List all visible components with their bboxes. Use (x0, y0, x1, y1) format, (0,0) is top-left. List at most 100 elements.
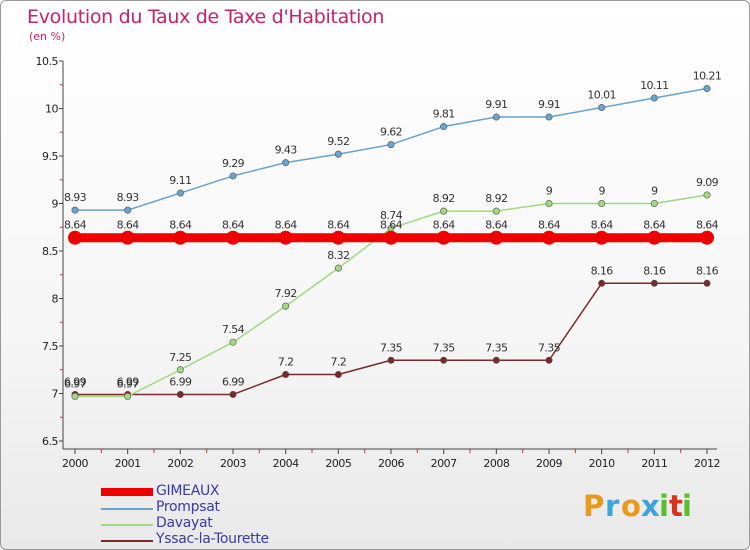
legend-label: Davayat (156, 515, 213, 531)
data-point (334, 150, 342, 158)
logo-letter: P (583, 489, 605, 523)
data-label: 6.99 (169, 375, 192, 388)
data-point (387, 141, 395, 149)
data-label: 8.74 (380, 209, 403, 222)
data-point (226, 230, 240, 245)
x-tick-label: 2001 (115, 457, 141, 470)
data-point (545, 113, 553, 121)
data-label: 8.64 (433, 219, 456, 232)
data-label: 6.97 (64, 377, 87, 390)
data-point (176, 189, 184, 197)
x-tick-label: 2000 (62, 457, 88, 470)
data-point (650, 279, 658, 287)
data-label: 7.35 (433, 341, 456, 354)
data-label: 8.92 (433, 192, 455, 205)
data-point (598, 279, 606, 287)
data-label: 8.64 (117, 219, 140, 232)
x-tick-label: 2010 (589, 457, 615, 470)
data-label: 8.93 (64, 191, 87, 204)
data-label: 7.54 (222, 323, 245, 336)
data-point (440, 207, 448, 215)
data-point (440, 356, 448, 364)
series-davayat (71, 191, 711, 400)
data-point (68, 230, 82, 245)
data-label: 8.64 (643, 219, 666, 232)
data-label: 9.52 (327, 135, 349, 148)
series-prompsat (71, 85, 711, 214)
x-tick-label: 2009 (536, 457, 562, 470)
legend-swatch (101, 540, 153, 542)
data-label: 8.64 (275, 219, 298, 232)
data-label: 8.16 (643, 264, 666, 277)
data-point (703, 191, 711, 199)
chart-title: Evolution du Taux de Taxe d'Habitation (27, 6, 385, 28)
y-tick-label: 9 (52, 198, 59, 211)
data-label: 8.32 (327, 249, 349, 262)
data-point (594, 230, 609, 245)
data-point (545, 200, 553, 208)
data-label: 6.99 (117, 375, 140, 388)
series-line (75, 87, 708, 211)
y-tick-label: 6.5 (42, 435, 58, 448)
data-point (492, 207, 500, 215)
y-tick-label: 7.5 (42, 340, 58, 353)
data-point (229, 390, 237, 398)
logo-letter: t (669, 489, 683, 523)
data-label: 9.43 (275, 144, 298, 157)
data-point (492, 113, 500, 121)
data-point (387, 356, 395, 364)
data-label: 7.35 (538, 341, 561, 354)
data-point (700, 230, 714, 245)
data-point (71, 206, 79, 214)
data-label: 9.91 (538, 98, 560, 111)
data-point (384, 230, 398, 245)
series-gimeaux (68, 230, 714, 245)
data-point (282, 159, 290, 167)
logo-letter: x (641, 489, 660, 523)
data-label: 7.92 (275, 287, 297, 300)
legend-swatch (101, 508, 153, 510)
series-yssac-la-tourette (71, 279, 711, 398)
data-label: 8.64 (64, 219, 87, 232)
legend-label: GIMEAUX (156, 483, 220, 499)
data-label: 8.64 (696, 219, 719, 232)
data-label: 6.99 (64, 375, 87, 388)
data-point (703, 85, 711, 93)
y-tick-label: 7 (52, 388, 59, 401)
data-point (545, 356, 553, 364)
data-point (282, 370, 290, 378)
data-point (334, 264, 342, 272)
data-point (334, 370, 342, 378)
data-point (647, 230, 662, 245)
y-tick-label: 9.5 (42, 150, 58, 163)
data-label: 9 (546, 185, 553, 198)
data-label: 10.01 (587, 89, 616, 102)
data-point (492, 356, 500, 364)
data-point (650, 94, 658, 102)
data-point (71, 392, 79, 400)
x-tick-label: 2004 (273, 457, 299, 470)
y-tick-label: 8 (52, 293, 59, 306)
legend-label: Yssac-la-Tourette (156, 531, 269, 547)
data-label: 10.21 (693, 70, 722, 83)
x-tick-label: 2007 (431, 457, 457, 470)
data-label: 9 (598, 185, 605, 198)
legend-item: Davayat (101, 515, 341, 532)
data-point (120, 230, 135, 245)
x-tick-label: 2002 (167, 457, 193, 470)
logo-letter: i (682, 489, 692, 523)
data-label: 8.64 (538, 219, 561, 232)
data-point (229, 338, 237, 346)
data-point (598, 104, 606, 112)
data-point (331, 230, 346, 245)
data-label: 9.29 (222, 157, 245, 170)
x-tick-label: 2012 (694, 457, 720, 470)
data-label: 8.16 (696, 264, 719, 277)
y-tick-label: 8.5 (42, 245, 58, 258)
data-label: 8.64 (485, 219, 508, 232)
data-point (176, 366, 184, 374)
data-label: 7.2 (330, 356, 346, 369)
